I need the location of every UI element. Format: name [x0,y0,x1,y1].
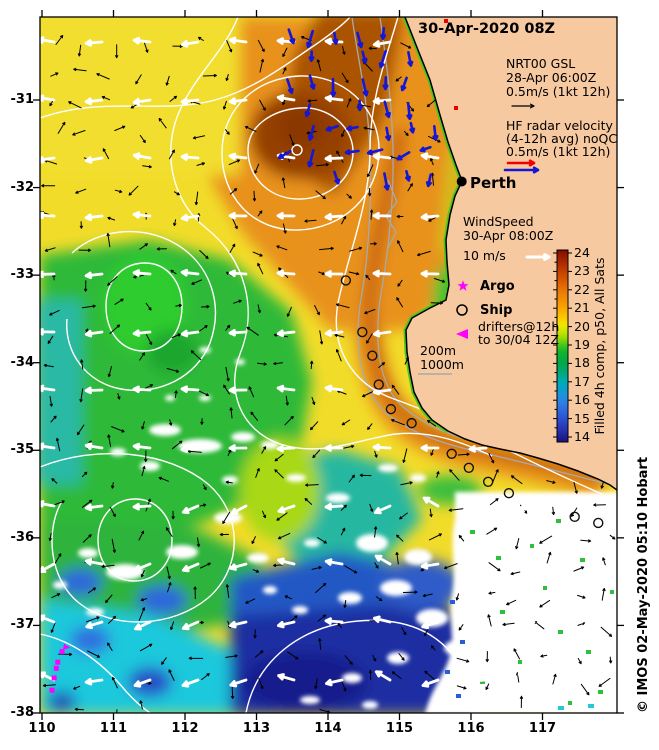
colorbar-tick-label: 16 [574,392,590,408]
y-tick-label: -33 [10,267,35,283]
y-tick-label: -37 [10,617,35,633]
wind-legend-line2: 30-Apr 08:00Z [463,228,554,243]
map-title: 30-Apr-2020 08Z [418,21,556,37]
ship-track-circles [340,275,604,529]
colorbar-tick-label: 21 [574,300,590,316]
x-tick-label: 111 [99,721,128,736]
map-area [40,17,617,713]
depth-legend-1000m: 1000m [420,357,464,372]
x-tick-label: 110 [28,721,56,736]
drifter-markers [49,643,71,693]
colorbar [553,249,572,443]
gsl-legend-line3: 0.5m/s (1kt 12h) [506,84,611,99]
current-arrows [40,35,616,713]
y-tick-label: -36 [10,529,35,545]
x-tick-label: 117 [528,721,557,736]
argo-legend-marker [457,280,469,291]
drifters-legend-line1: drifters@12h [478,319,560,334]
x-tick-label: 116 [457,721,485,736]
hf-radar-arrows [277,26,439,191]
ssh-contours [40,17,603,713]
y-tick-label: -35 [10,442,35,458]
x-tick-label: 113 [242,721,271,736]
coastline [404,17,617,491]
sst-field [40,17,617,713]
colorbar-tick-label: 18 [574,355,590,371]
y-tick-label: -38 [10,704,35,720]
depth-legend-200m: 200m [420,343,457,358]
hf-legend-line3: 0.5m/s (1kt 12h) [506,144,611,159]
colorbar-tick-label: 23 [574,263,590,279]
city-label-perth: Perth [470,174,517,192]
y-tick-label: -34 [10,354,35,370]
imos-watermark: © IMOS 02-May-2020 05:10 Hobart [636,456,651,713]
x-tick-label: 114 [314,721,342,736]
colorbar-tick-label: 17 [574,373,590,389]
colorbar-tick-label: 19 [574,337,590,352]
ship-legend-marker [456,304,468,316]
y-tick-label: -31 [10,92,35,107]
colorbar-tick-label: 20 [574,318,590,334]
axes [33,10,624,720]
city-marker [456,176,467,187]
gsl-legend-line2: 28-Apr 06:00Z [506,70,597,85]
colorbar-label: Filled 4h comp, p50, All Sats [592,257,607,435]
drifters-legend-line2: to 30/04 12Z [478,332,559,347]
ship-legend-label: Ship [480,303,513,318]
radar-station-markers [444,19,458,110]
gsl-legend-line1: NRT00 GSL [506,56,576,71]
colorbar-tick-label: 14 [574,429,590,444]
wind-arrows [40,36,584,688]
y-tick-label: -32 [10,179,35,195]
wind-legend-line3: 10 m/s [463,248,506,263]
hf-legend-line2: (4-12h avg) noQC [506,131,618,146]
colorbar-tick-label: 22 [574,281,590,297]
drifter-legend-marker [456,329,468,339]
legend-key-graphics [418,103,551,375]
colorbar-tick-label: 24 [574,245,590,260]
argo-legend-label: Argo [480,279,515,294]
hf-legend-line1: HF radar velocity [506,118,613,133]
x-tick-label: 115 [385,721,414,736]
colorbar-tick-label: 15 [574,410,590,426]
wind-legend-line1: WindSpeed [463,214,534,229]
x-tick-label: 112 [171,721,199,736]
data-specks [445,519,614,710]
